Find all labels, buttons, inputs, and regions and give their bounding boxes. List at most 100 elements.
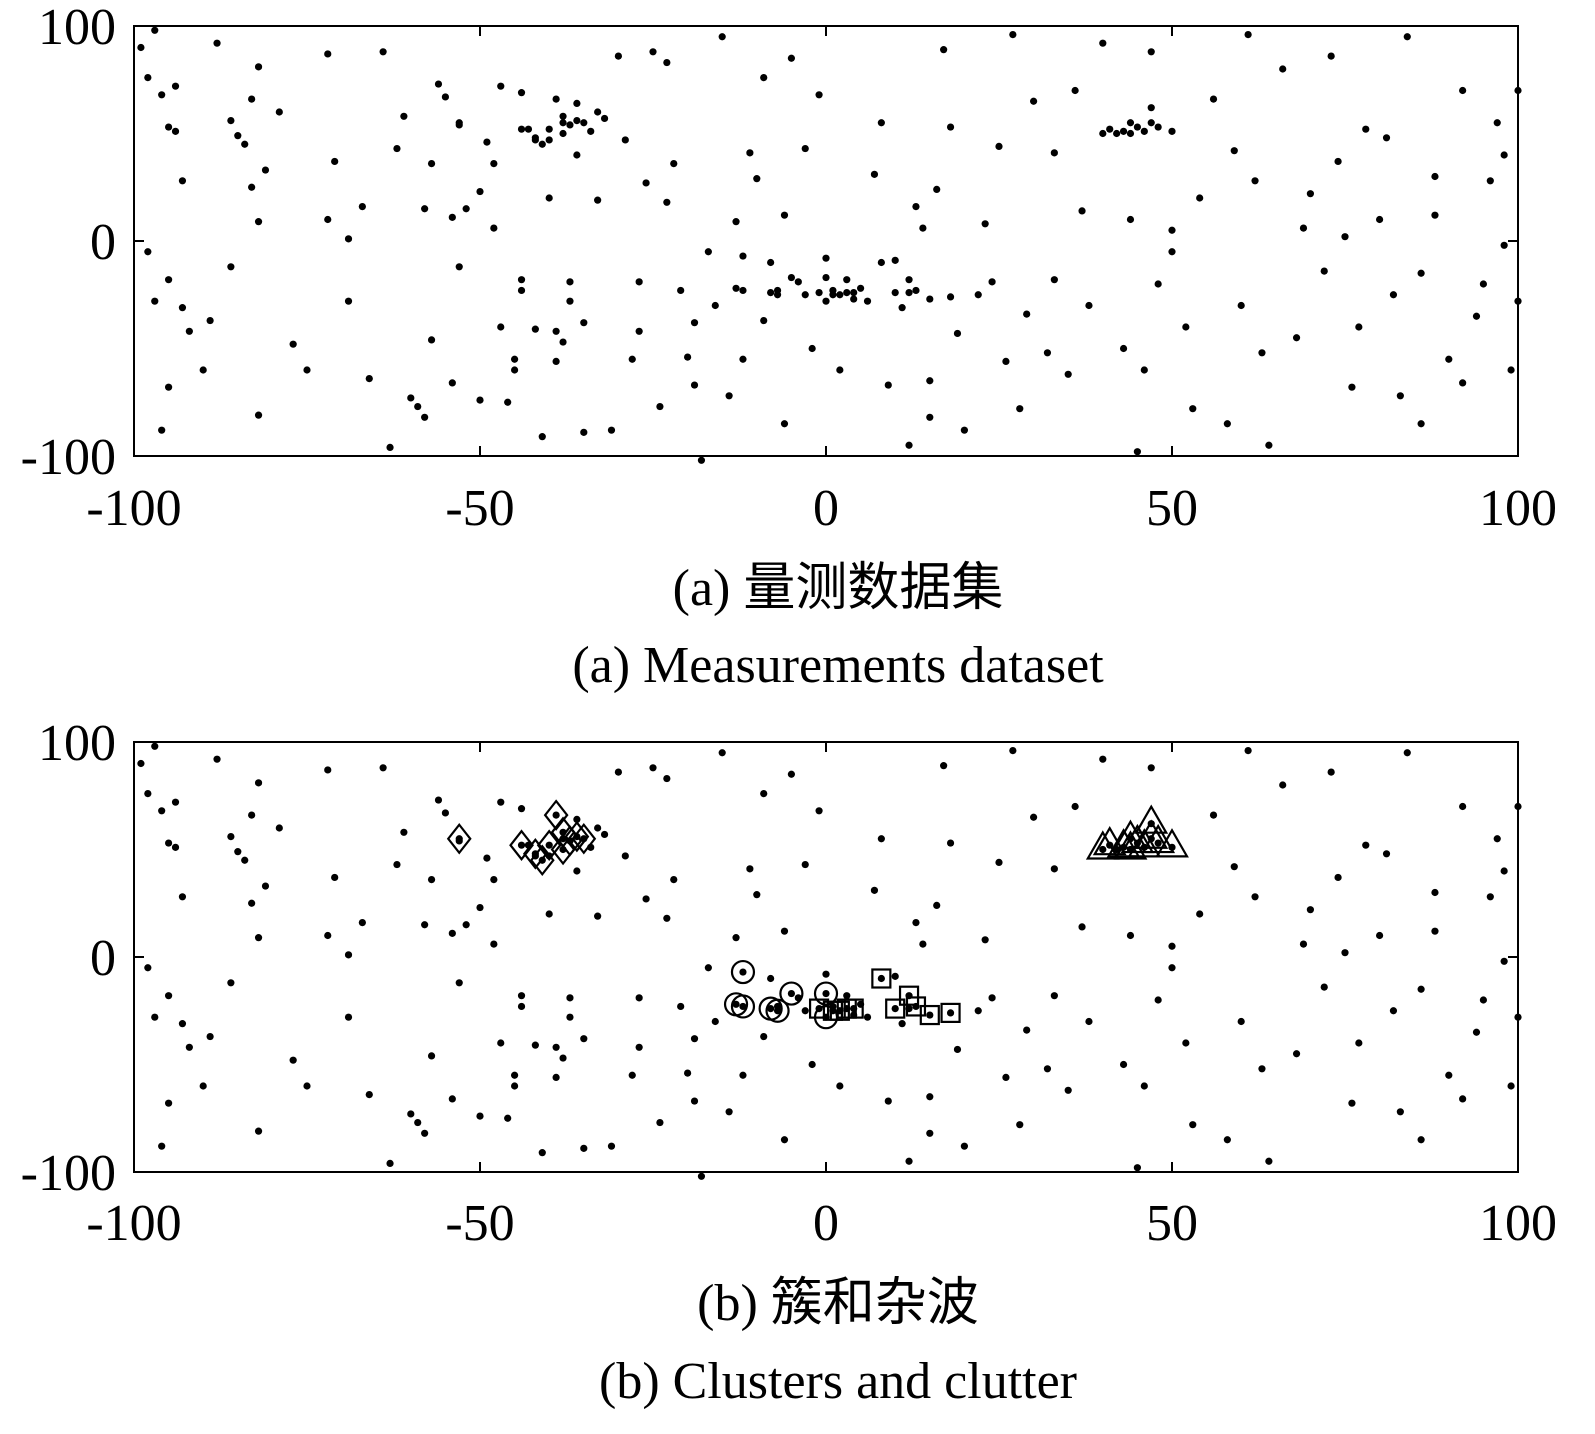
data-point (171, 843, 180, 851)
data-point (1341, 233, 1349, 241)
data-point (538, 140, 546, 148)
data-point (1265, 1157, 1273, 1165)
data-point (1507, 1082, 1515, 1090)
data-point (718, 749, 726, 757)
data-point (1085, 301, 1093, 310)
data-point (607, 1142, 616, 1150)
data-point (1389, 291, 1398, 299)
data-point (642, 895, 650, 903)
data-point (1251, 177, 1259, 185)
plot-area-a (133, 25, 1519, 457)
data-point (171, 82, 180, 90)
data-point (441, 809, 449, 817)
data-point (732, 218, 740, 226)
cluster-square-marker (829, 1000, 850, 1021)
cluster-square-marker (898, 985, 920, 1006)
data-point (1251, 893, 1259, 901)
data-point (552, 811, 560, 819)
data-point (386, 443, 394, 451)
data-point (794, 278, 802, 286)
cluster-diamond-marker (543, 799, 569, 831)
data-point (946, 123, 955, 131)
data-point (566, 278, 574, 286)
x-tick-label: 0 (813, 480, 839, 537)
data-point (946, 1009, 955, 1017)
data-point (455, 119, 463, 127)
data-point (414, 402, 422, 411)
data-point (1486, 177, 1494, 185)
data-point (787, 989, 796, 998)
data-point (801, 144, 809, 153)
data-point (566, 297, 574, 305)
data-point (462, 921, 470, 929)
data-point (1196, 194, 1204, 202)
cluster-square-marker (885, 998, 906, 1019)
data-point (144, 74, 152, 82)
data-point (628, 1071, 636, 1079)
data-point (151, 742, 159, 750)
data-point (711, 301, 719, 310)
data-point (455, 263, 463, 271)
data-point (877, 835, 885, 843)
data-point (538, 433, 546, 441)
data-point (545, 194, 553, 202)
data-point (158, 91, 166, 99)
data-point (1355, 1039, 1363, 1047)
data-point (711, 1017, 719, 1026)
cluster-triangle-marker (1141, 823, 1176, 854)
data-point (836, 1082, 844, 1090)
data-point (587, 127, 595, 135)
data-point (981, 220, 989, 228)
data-point (1196, 910, 1204, 918)
data-point (725, 1108, 733, 1116)
data-point (1099, 845, 1107, 854)
data-point (414, 1118, 422, 1127)
data-point (926, 377, 934, 385)
data-point (822, 254, 830, 262)
data-point (497, 798, 505, 806)
data-point (981, 936, 989, 944)
data-point (912, 203, 920, 211)
data-point (1230, 863, 1238, 871)
data-point (289, 1056, 297, 1064)
data-point (1376, 931, 1384, 940)
data-point (178, 177, 187, 185)
data-point (358, 203, 366, 211)
data-point (1106, 125, 1114, 133)
data-point (490, 876, 498, 884)
data-point (690, 1035, 699, 1043)
data-point (137, 759, 145, 768)
data-point (912, 919, 920, 927)
data-point (552, 1073, 560, 1081)
data-point (1403, 749, 1411, 757)
data-point (850, 295, 858, 303)
data-point (1279, 65, 1287, 73)
data-point (857, 284, 865, 292)
data-point (877, 258, 885, 267)
data-point (614, 768, 623, 776)
data-point (905, 276, 913, 284)
data-point (594, 912, 602, 920)
data-point (448, 379, 456, 387)
data-point (773, 1007, 782, 1015)
data-point (656, 402, 664, 411)
data-point (144, 248, 152, 256)
data-point (254, 63, 263, 71)
data-point (566, 121, 574, 129)
data-point (753, 175, 761, 183)
cluster-triangle-marker (1134, 819, 1169, 849)
data-point (261, 882, 270, 890)
data-point (621, 136, 629, 144)
data-point (1168, 942, 1176, 950)
data-point (863, 1013, 872, 1021)
data-point (344, 297, 353, 305)
cluster-diamond-marker (571, 822, 597, 855)
cluster-square-marker (871, 968, 892, 989)
data-point (517, 841, 526, 849)
data-point (822, 297, 830, 305)
data-point (1396, 1108, 1404, 1116)
data-point (843, 289, 851, 297)
data-point (421, 921, 429, 929)
data-point (248, 183, 256, 191)
data-point (1140, 366, 1148, 374)
